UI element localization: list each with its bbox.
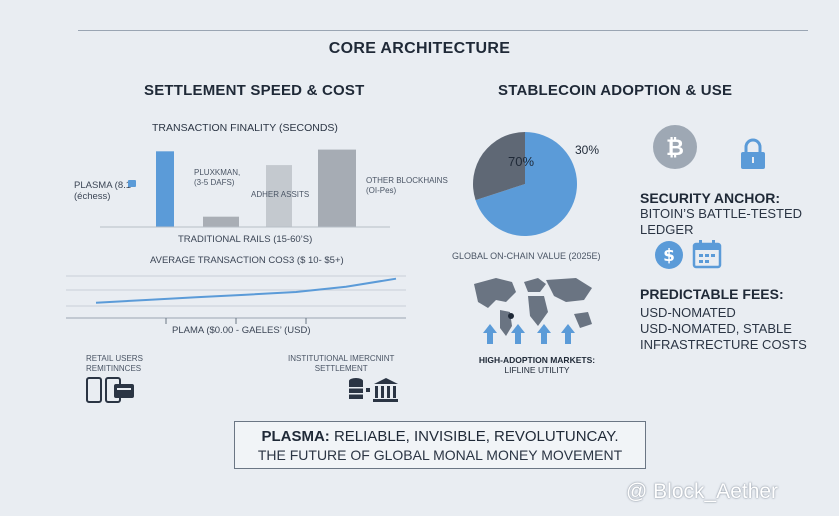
adoption-pie-chart xyxy=(473,132,578,236)
top-rule xyxy=(78,30,808,31)
map-caption: HIGH-ADOPTION MARKETS: LIFLINE UTILITY xyxy=(462,355,612,375)
plasma-label-line1: PLASMA (8.1- xyxy=(74,180,135,191)
retail-users-label: RETAIL USERS REMITINNCES xyxy=(86,354,143,374)
bar4-label-line1: OTHER BLOCKHAINS xyxy=(366,176,448,185)
calendar-icon xyxy=(692,239,722,274)
finality-bar-1 xyxy=(156,151,174,227)
finality-bar-chart xyxy=(100,149,390,228)
cost-line-chart xyxy=(66,275,406,324)
finality-bar-3 xyxy=(266,165,292,227)
plasma-label-line2: (échess) xyxy=(74,191,111,202)
mobile-card-icon xyxy=(86,376,146,409)
bar3-label: ADHER ASSITS xyxy=(251,190,310,199)
fees-line-2: USD-NOMATED, STABLE xyxy=(640,321,792,336)
lock-icon xyxy=(738,138,768,175)
map-caption-line2: LIFLINE UTILITY xyxy=(504,365,570,375)
finality-bar-2 xyxy=(203,216,239,227)
bar2-label-line2: (3-5 DAFS) xyxy=(194,178,235,187)
institutional-label-line1: INSTITUTIONAL IMERCNINT xyxy=(288,354,395,363)
bar2-label-line1: PLUXKMAN, xyxy=(194,168,241,177)
finality-bar-4 xyxy=(318,149,356,227)
plasma-bar-label: PLASMA (8.1- (échess) xyxy=(74,180,134,202)
pie-caption: GLOBAL ON-CHAIN VALUE (2025E) xyxy=(452,251,601,261)
institutional-label: INSTITUTIONAL IMERCNINT SETTLEMENT xyxy=(288,354,394,374)
tagline-bold: PLASMA: xyxy=(261,428,330,445)
bar4-label: OTHER BLOCKHAINS (OI-Pes) xyxy=(366,176,448,196)
tagline-line1: PLASMA: RELIABLE, INVISIBLE, REVOLUTUNCA… xyxy=(235,428,645,445)
settlement-title: SETTLEMENT SPEED & COST xyxy=(144,82,365,99)
finality-title: TRANSACTION FINALITY (SECONDS) xyxy=(152,122,338,134)
database-bank-icon xyxy=(348,376,400,409)
fees-title: PREDICTABLE FEES: xyxy=(640,286,784,302)
retail-label-line1: RETAIL USERS xyxy=(86,354,143,363)
svg-text:₿: ₿ xyxy=(666,136,684,161)
fees-line-1: USD-NOMATED xyxy=(640,305,736,320)
security-title: SECURITY ANCHOR: xyxy=(640,190,781,206)
retail-label-line2: REMITINNCES xyxy=(86,364,142,373)
stablecoin-title: STABLECOIN ADOPTION & USE xyxy=(498,82,733,99)
adoption-arrows-icon xyxy=(482,322,582,351)
security-subtitle: BITOIN’S BATTLE-TESTED LEDGER xyxy=(640,206,803,237)
pie-small-label: 30% xyxy=(575,143,600,157)
pie-slice-1 xyxy=(475,132,578,236)
pie-big-label: 70% xyxy=(508,154,535,169)
page-title: CORE ARCHITECTURE xyxy=(328,40,511,57)
world-map-icon xyxy=(466,272,598,349)
cost-title: AVERAGE TRANSACTION COS3 ($ 10- $5+) xyxy=(150,255,344,266)
tagline-box: PLASMA: RELIABLE, INVISIBLE, REVOLUTUNCA… xyxy=(234,421,646,469)
institutional-label-line2: SETTLEMENT xyxy=(314,364,368,373)
fees-line-3: INFRASTRECTURE COSTS xyxy=(640,337,807,352)
fees-lines: USD-NOMATED USD-NOMATED, STABLE INFRASTR… xyxy=(640,305,807,353)
traditional-rails-label: TRADITIONAL RAILS (15-60’S) xyxy=(178,234,313,245)
pie-slice-2 xyxy=(473,132,525,201)
bitcoin-icon: ₿ xyxy=(652,124,698,175)
tagline-line2: THE FUTURE OF GLOBAL MONAL MONEY MOVEMEN… xyxy=(257,447,623,463)
cost-axis-label: PLAMA ($0.00 - GAELES’ (USD) xyxy=(172,325,311,336)
map-caption-line1: HIGH-ADOPTION MARKETS: xyxy=(478,355,596,365)
bar2-label: PLUXKMAN, (3-5 DAFS) xyxy=(194,168,240,188)
dollar-coin-icon: $ xyxy=(654,240,684,275)
tagline-rest: RELIABLE, INVISIBLE, REVOLUTUNCAY. xyxy=(329,428,619,445)
cost-line-series xyxy=(95,277,397,304)
bar4-label-line2: (OI-Pes) xyxy=(366,186,397,195)
svg-text:$: $ xyxy=(663,246,675,266)
watermark: @ Block_Aether xyxy=(626,480,779,503)
plasma-marker-icon xyxy=(128,180,136,187)
